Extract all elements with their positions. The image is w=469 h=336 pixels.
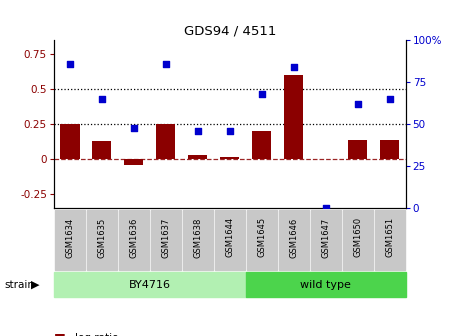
Text: GSM1647: GSM1647 bbox=[321, 217, 330, 257]
Text: GSM1646: GSM1646 bbox=[289, 217, 298, 257]
Bar bbox=[61, 124, 80, 159]
Text: ▶: ▶ bbox=[30, 280, 39, 290]
Text: log ratio: log ratio bbox=[75, 333, 119, 336]
Bar bbox=[279, 210, 309, 270]
Text: ■: ■ bbox=[54, 331, 66, 336]
Text: GSM1638: GSM1638 bbox=[193, 217, 202, 258]
Bar bbox=[284, 75, 303, 159]
Point bbox=[290, 65, 297, 70]
Point bbox=[322, 206, 330, 211]
Bar bbox=[310, 210, 341, 270]
Bar bbox=[246, 272, 406, 297]
Bar bbox=[151, 210, 181, 270]
Bar bbox=[348, 140, 367, 159]
Point bbox=[258, 91, 265, 97]
Bar bbox=[182, 210, 213, 270]
Point bbox=[162, 61, 170, 67]
Point bbox=[130, 125, 137, 130]
Bar bbox=[215, 210, 245, 270]
Title: GDS94 / 4511: GDS94 / 4511 bbox=[184, 25, 276, 38]
Point bbox=[194, 128, 202, 134]
Text: GSM1637: GSM1637 bbox=[161, 217, 170, 258]
Text: GSM1634: GSM1634 bbox=[65, 217, 75, 257]
Bar bbox=[54, 272, 246, 297]
Bar bbox=[156, 124, 175, 159]
Text: BY4716: BY4716 bbox=[129, 280, 171, 290]
Text: GSM1635: GSM1635 bbox=[98, 217, 106, 257]
Text: GSM1651: GSM1651 bbox=[385, 217, 394, 257]
Point bbox=[66, 61, 74, 67]
Bar bbox=[342, 210, 373, 270]
Text: wild type: wild type bbox=[300, 280, 351, 290]
Bar bbox=[119, 210, 149, 270]
Bar bbox=[188, 155, 207, 159]
Bar bbox=[375, 210, 405, 270]
Text: GSM1636: GSM1636 bbox=[129, 217, 138, 258]
Bar bbox=[380, 140, 399, 159]
Bar bbox=[220, 157, 239, 159]
Bar bbox=[92, 141, 112, 159]
Text: GSM1645: GSM1645 bbox=[257, 217, 266, 257]
Point bbox=[386, 96, 393, 102]
Point bbox=[354, 101, 362, 107]
Text: strain: strain bbox=[5, 280, 35, 290]
Text: GSM1650: GSM1650 bbox=[353, 217, 362, 257]
Bar bbox=[247, 210, 277, 270]
Bar bbox=[124, 159, 144, 165]
Point bbox=[226, 128, 234, 134]
Point bbox=[98, 96, 106, 102]
Bar bbox=[55, 210, 85, 270]
Bar bbox=[252, 131, 272, 159]
Bar bbox=[87, 210, 117, 270]
Text: GSM1644: GSM1644 bbox=[225, 217, 234, 257]
